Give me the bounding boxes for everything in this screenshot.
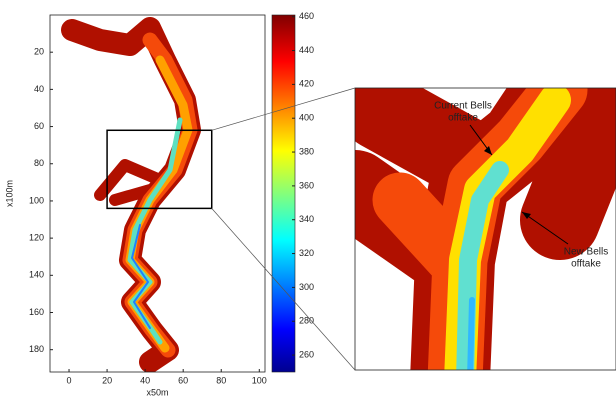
x-tick-label: 60 [178,375,188,385]
colorbar-tick-label: 460 [299,11,314,21]
colorbar-tick-label: 440 [299,45,314,55]
annotation: offtake [571,259,601,270]
axes-frame [49,14,266,373]
zoom-connector [211,208,356,371]
colorbar-frame [271,14,296,373]
x-tick-label: 0 [67,375,72,385]
reservoir-shape [61,17,201,372]
inset-map [355,88,616,370]
arrowhead [484,146,492,155]
zoom-box [106,129,213,210]
y-tick-label: 180 [29,344,44,354]
y-tick-label: 20 [34,47,44,57]
inset-frame [354,87,616,371]
colorbar-tick-label: 280 [299,316,314,326]
colorbar-tick-label: 360 [299,180,314,190]
colorbar [272,15,295,372]
arrow [521,211,569,245]
colorbar-tick-label: 300 [299,282,314,292]
x-tick-label: 20 [102,375,112,385]
x-tick-label: 40 [140,375,150,385]
annotation: Current Bells [434,101,492,112]
colorbar-tick-label: 420 [299,79,314,89]
y-axis-label: x100m [4,180,14,207]
colorbar-tick-label: 380 [299,146,314,156]
x-axis-label: x50m [146,387,168,397]
colorbar-tick-label: 320 [299,248,314,258]
zoom-connector [211,87,356,131]
colorbar-tick-label: 260 [299,349,314,359]
y-tick-label: 80 [34,158,44,168]
x-tick-label: 80 [216,375,226,385]
annotation: offtake [448,113,478,124]
x-tick-label: 100 [252,375,267,385]
colorbar-tick-label: 400 [299,113,314,123]
y-tick-label: 160 [29,307,44,317]
y-tick-label: 120 [29,233,44,243]
y-tick-label: 60 [34,121,44,131]
colorbar-tick-label: 340 [299,214,314,224]
arrowhead [522,212,531,219]
y-tick-label: 140 [29,270,44,280]
y-tick-label: 100 [29,195,44,205]
annotation: New Bells [564,247,608,258]
reservoir-map [61,17,201,372]
y-tick-label: 40 [34,84,44,94]
